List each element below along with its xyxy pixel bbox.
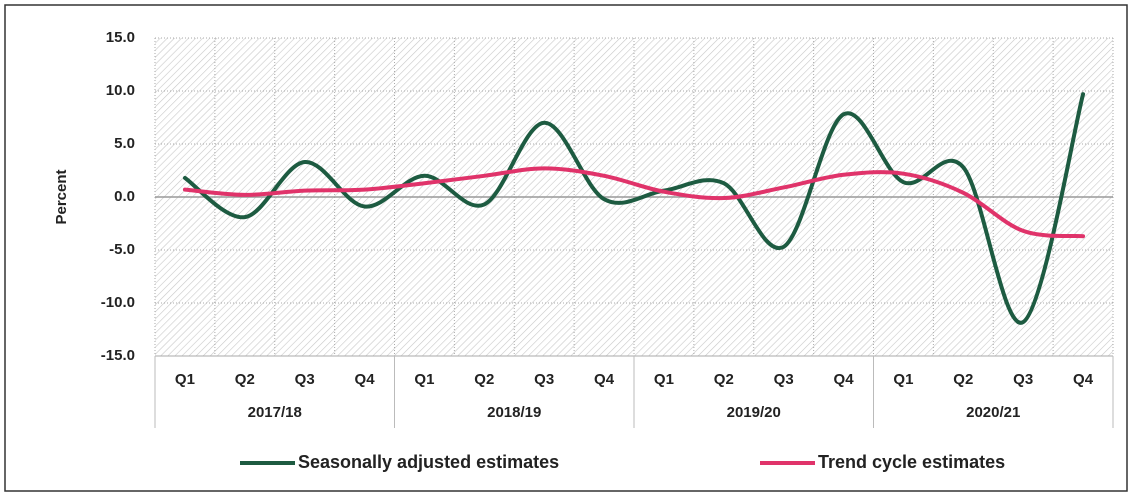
- x-tick-label: Q3: [1013, 371, 1033, 388]
- frame: [4, 4, 1128, 492]
- x-tick-label: Q3: [534, 371, 554, 388]
- group-label: 2017/18: [248, 404, 302, 421]
- y-tick-label: -10.0: [101, 294, 135, 311]
- y-tick-label: -5.0: [109, 241, 135, 258]
- x-tick-label: Q2: [953, 371, 973, 388]
- x-tick-label: Q4: [594, 371, 615, 388]
- series-line: [182, 166, 1086, 239]
- x-tick-label: Q1: [654, 371, 674, 388]
- x-tick-label: Q4: [834, 371, 855, 388]
- x-tick-label: Q4: [355, 371, 376, 388]
- x-tick-label: Q2: [714, 371, 734, 388]
- x-tick-label: Q3: [295, 371, 315, 388]
- x-tick-label: Q1: [893, 371, 913, 388]
- legend-label: Trend cycle estimates: [818, 452, 1005, 472]
- series-line: [182, 92, 1086, 325]
- y-tick-label: 15.0: [106, 29, 135, 46]
- x-tick-label: Q1: [414, 371, 434, 388]
- y-tick-label: 5.0: [114, 135, 135, 152]
- y-tick-label: 10.0: [106, 82, 135, 99]
- legend-label: Seasonally adjusted estimates: [298, 452, 559, 472]
- x-tick-label: Q2: [235, 371, 255, 388]
- x-tick-label: Q2: [474, 371, 494, 388]
- y-tick-label: -15.0: [101, 347, 135, 364]
- group-label: 2019/20: [727, 404, 781, 421]
- y-axis-label: Percent: [53, 169, 70, 224]
- x-tick-label: Q1: [175, 371, 195, 388]
- x-tick-label: Q4: [1073, 371, 1094, 388]
- y-tick-label: 0.0: [114, 188, 135, 205]
- group-label: 2018/19: [487, 404, 541, 421]
- x-tick-label: Q3: [774, 371, 794, 388]
- group-label: 2020/21: [966, 404, 1020, 421]
